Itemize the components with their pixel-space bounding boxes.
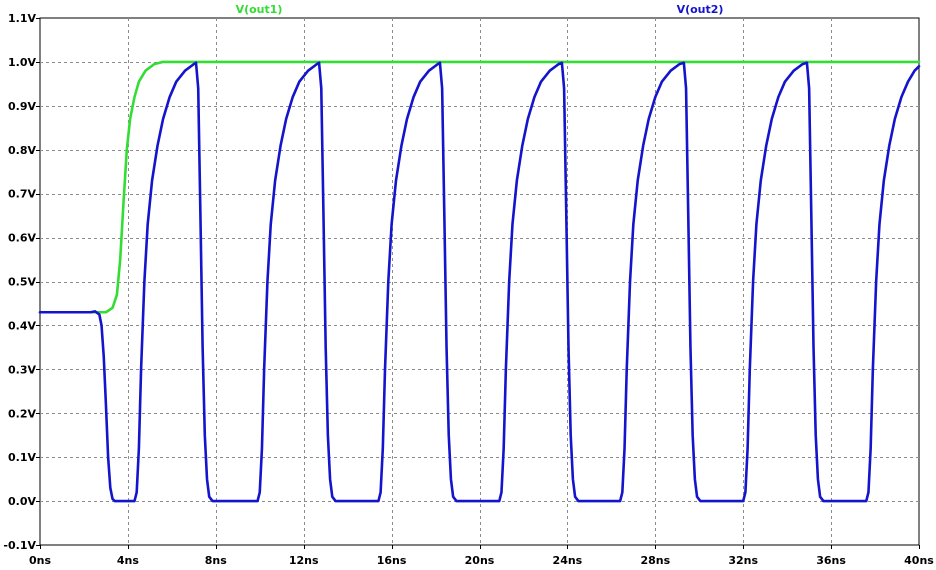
y-tick-label: 0.4V: [8, 319, 36, 332]
series-layer: [38, 60, 921, 503]
x-tick-label: 32ns: [728, 554, 758, 567]
x-tick-label: 28ns: [640, 554, 670, 567]
plot-frame: [39, 17, 920, 546]
y-tick-label: 1.1V: [8, 12, 36, 25]
x-tick-label: 8ns: [205, 554, 227, 567]
x-tick-label: 4ns: [117, 554, 139, 567]
x-tick-label: 36ns: [816, 554, 846, 567]
y-tick-label: 0.1V: [8, 451, 36, 464]
y-tick-label: 0.2V: [8, 407, 36, 420]
x-tick-label: 40ns: [904, 554, 934, 567]
y-tick-label: -0.1V: [3, 539, 36, 552]
y-tick-label: 0.9V: [8, 100, 36, 113]
legend-v-out1[interactable]: V(out1): [236, 3, 283, 16]
y-tick-label: 0.3V: [8, 363, 36, 376]
x-tick-label: 16ns: [377, 554, 407, 567]
y-tick-label: 0.0V: [8, 495, 36, 508]
x-tick-label: 24ns: [553, 554, 583, 567]
series-line-v-out1: [38, 60, 921, 314]
y-tick-label: 0.7V: [8, 188, 36, 201]
x-tick-label: 20ns: [465, 554, 495, 567]
y-tick-label: 0.5V: [8, 276, 36, 289]
y-axis: -0.1V 0.0V 0.1V 0.2V 0.3V 0.4V 0.5V 0.6V 0.7V 0.8…: [3, 12, 40, 552]
x-axis: 0ns 4ns 8ns 12ns 16ns 20ns 24ns 28ns 32ns 36ns 40n…: [29, 545, 934, 567]
legend-v-out2[interactable]: V(out2): [677, 3, 724, 16]
y-tick-label: 0.6V: [8, 232, 36, 245]
x-tick-label: 0ns: [29, 554, 51, 567]
y-tick-label: 1.0V: [8, 56, 36, 69]
y-tick-label: 0.8V: [8, 144, 36, 157]
x-tick-label: 12ns: [289, 554, 319, 567]
series-line-v-out2: [38, 61, 921, 503]
